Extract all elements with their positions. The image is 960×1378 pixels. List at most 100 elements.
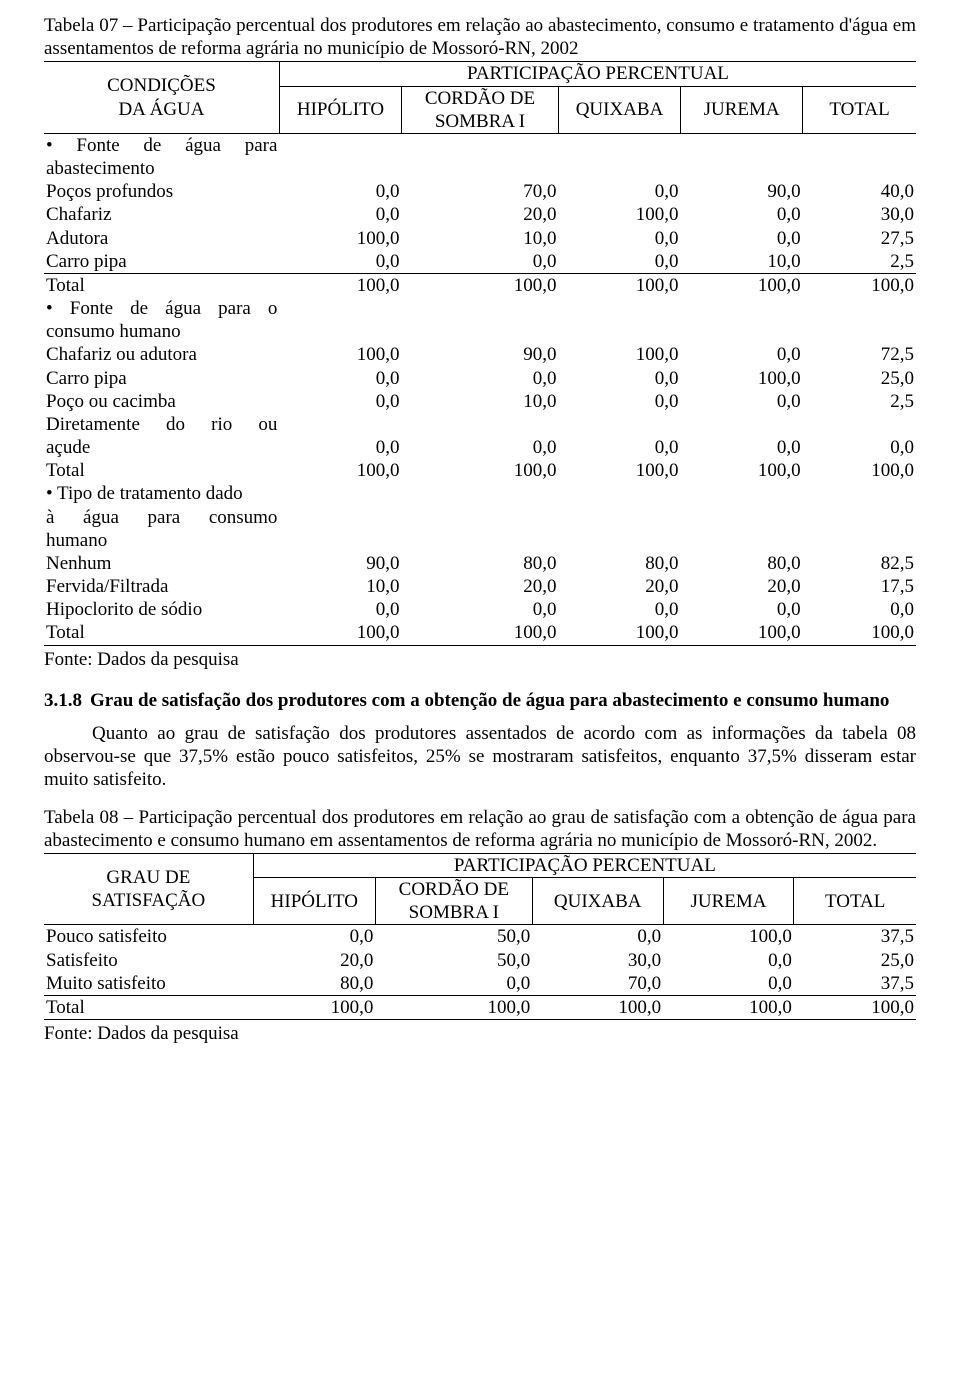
cell: 20,0 — [253, 949, 375, 972]
cell: 100,0 — [663, 925, 794, 949]
cell: 70,0 — [532, 972, 663, 996]
cell: 37,5 — [794, 972, 916, 996]
cell: 0,0 — [253, 925, 375, 949]
cell: 100,0 — [681, 367, 803, 390]
cell: 0,0 — [558, 180, 680, 203]
table7-col-1a: CORDÃO DE — [402, 86, 559, 110]
cell: 100,0 — [663, 995, 794, 1019]
table-row: Poços profundos0,070,00,090,040,0 — [44, 180, 916, 203]
cell: 40,0 — [803, 180, 916, 203]
table7-s0-total: Total100,0100,0100,0100,0100,0 — [44, 273, 916, 297]
table8-rowheader-line2: SATISFAÇÃO — [92, 890, 206, 911]
cell: 90,0 — [681, 180, 803, 203]
table-row: Diretamente do rio ou — [44, 413, 916, 436]
cell: 80,0 — [402, 552, 559, 575]
cell: 100,0 — [558, 203, 680, 226]
cell: 25,0 — [803, 367, 916, 390]
cell: 100,0 — [803, 621, 916, 645]
cell: humano — [44, 529, 279, 552]
cell: 0,0 — [558, 250, 680, 274]
section-title: Grau de satisfação dos produtores com a … — [90, 689, 916, 712]
table7-source: Fonte: Dados da pesquisa — [44, 648, 916, 671]
table-row: Adutora100,010,00,00,027,5 — [44, 227, 916, 250]
cell: 100,0 — [402, 273, 559, 297]
cell: 100,0 — [558, 273, 680, 297]
row-label: Pouco satisfeito — [44, 925, 253, 949]
cell: 0,0 — [279, 250, 401, 274]
table-row: Fervida/Filtrada10,020,020,020,017,5 — [44, 575, 916, 598]
table7-col-4: TOTAL — [803, 86, 916, 133]
table-row: Chafariz ou adutora100,090,0100,00,072,5 — [44, 343, 916, 366]
table8-col-1a: CORDÃO DE — [375, 878, 532, 902]
cell: 17,5 — [803, 575, 916, 598]
cell: • Fonte de água para o — [44, 297, 279, 320]
cell: 0,0 — [681, 390, 803, 413]
cell: 72,5 — [803, 343, 916, 366]
cell: • Tipo de tratamento dado — [44, 482, 279, 505]
row-label: Hipoclorito de sódio — [44, 598, 279, 621]
row-label: Nenhum — [44, 552, 279, 575]
table7-col-3: JUREMA — [681, 86, 803, 133]
cell: 0,0 — [663, 972, 794, 996]
table7-col-2: QUIXABA — [558, 86, 680, 133]
row-label: Fervida/Filtrada — [44, 575, 279, 598]
table7-s1-total: Total100,0100,0100,0100,0100,0 — [44, 459, 916, 482]
table8-groupheader: PARTICIPAÇÃO PERCENTUAL — [253, 853, 916, 877]
cell: 2,5 — [803, 250, 916, 274]
row-label: Diretamente do rio ou — [44, 413, 279, 436]
cell: 10,0 — [279, 575, 401, 598]
table8-header-row1: GRAU DE SATISFAÇÃO PARTICIPAÇÃO PERCENTU… — [44, 853, 916, 877]
table7-rowheader: CONDIÇÕES DA ÁGUA — [44, 62, 279, 134]
table-row: Nenhum90,080,080,080,082,5 — [44, 552, 916, 575]
table8-col-0: HIPÓLITO — [253, 878, 375, 925]
row-label: Adutora — [44, 227, 279, 250]
table-row: Pouco satisfeito0,050,00,0100,037,5 — [44, 925, 916, 949]
table-row: Poço ou cacimba0,010,00,00,02,5 — [44, 390, 916, 413]
cell: 100,0 — [558, 621, 680, 645]
cell: 100,0 — [279, 621, 401, 645]
cell: 0,0 — [558, 367, 680, 390]
table7-rowheader-line2: DA ÁGUA — [118, 99, 204, 120]
row-label: Carro pipa — [44, 367, 279, 390]
table8-col-2: QUIXABA — [532, 878, 663, 925]
table-row: Hipoclorito de sódio0,00,00,00,00,0 — [44, 598, 916, 621]
cell: abastecimento — [44, 157, 279, 180]
cell: 100,0 — [279, 343, 401, 366]
cell: 0,0 — [681, 436, 803, 459]
table-row: Carro pipa0,00,00,010,02,5 — [44, 250, 916, 274]
cell: 10,0 — [402, 227, 559, 250]
cell: 100,0 — [681, 459, 803, 482]
cell: 0,0 — [279, 180, 401, 203]
cell: 80,0 — [558, 552, 680, 575]
cell: 30,0 — [803, 203, 916, 226]
table7: CONDIÇÕES DA ÁGUA PARTICIPAÇÃO PERCENTUA… — [44, 61, 916, 645]
table7-caption: Tabela 07 – Participação percentual dos … — [44, 14, 916, 60]
cell: 0,0 — [558, 436, 680, 459]
table7-s2-title-l0: • Tipo de tratamento dado — [44, 482, 916, 505]
cell: 100,0 — [681, 621, 803, 645]
cell: 80,0 — [681, 552, 803, 575]
table7-groupheader: PARTICIPAÇÃO PERCENTUAL — [279, 62, 916, 86]
cell: 20,0 — [402, 575, 559, 598]
cell: 20,0 — [558, 575, 680, 598]
cell: 27,5 — [803, 227, 916, 250]
cell: 100,0 — [279, 459, 401, 482]
cell: 100,0 — [532, 995, 663, 1019]
cell: 0,0 — [402, 598, 559, 621]
row-label: Poço ou cacimba — [44, 390, 279, 413]
cell: 100,0 — [279, 227, 401, 250]
cell: 100,0 — [803, 273, 916, 297]
table-row: açude0,00,00,00,00,0 — [44, 436, 916, 459]
row-label: Total — [44, 621, 279, 645]
cell: 0,0 — [279, 390, 401, 413]
cell: 37,5 — [794, 925, 916, 949]
table8-col-3: JUREMA — [663, 878, 794, 925]
table7-s0-title-l1: abastecimento — [44, 157, 916, 180]
cell: consumo humano — [44, 320, 279, 343]
table-row: Chafariz0,020,0100,00,030,0 — [44, 203, 916, 226]
cell: 0,0 — [279, 598, 401, 621]
cell: 0,0 — [681, 598, 803, 621]
table7-s2-title-l1: à água para consumo — [44, 506, 916, 529]
table7-s2-title-l2: humano — [44, 529, 916, 552]
cell: 25,0 — [794, 949, 916, 972]
